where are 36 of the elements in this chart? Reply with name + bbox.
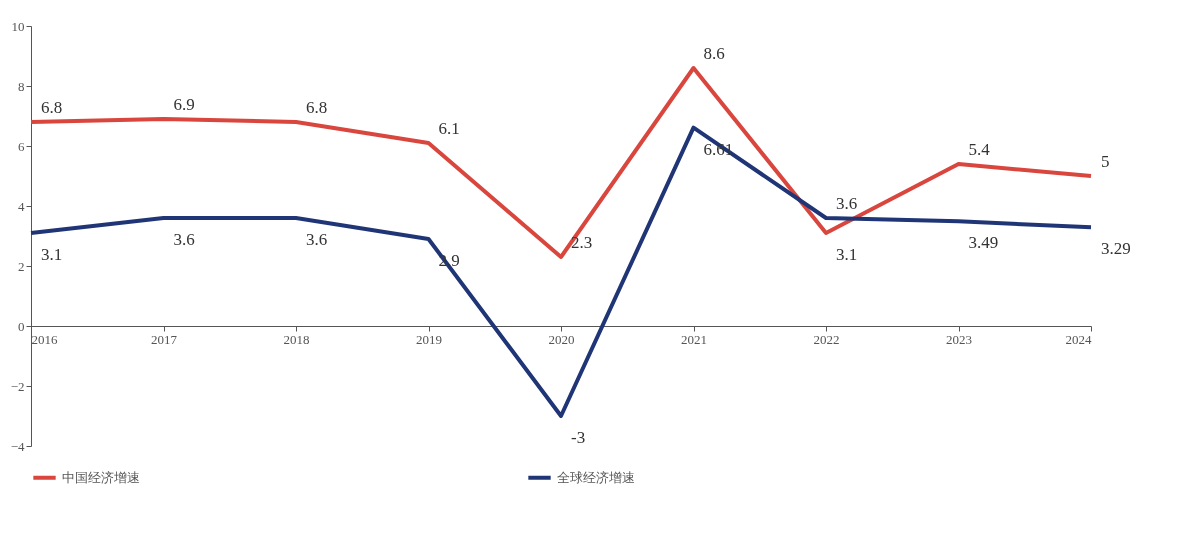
line-series	[29, 125, 1093, 418]
data-label: 3.49	[968, 233, 999, 253]
y-tick-label: 10	[11, 18, 25, 34]
legend-label: 全球经济增速	[557, 469, 635, 485]
x-tick-label: 2023	[946, 331, 972, 347]
y-tick-label: −4	[10, 438, 25, 454]
data-label: 5.4	[968, 140, 991, 159]
data-label: 8.6	[703, 44, 725, 63]
data-label: 3.6	[306, 230, 328, 249]
y-tick-label: 4	[18, 198, 25, 214]
x-tick-label: 2020	[548, 331, 575, 347]
data-label: 2.3	[571, 233, 593, 252]
x-tick-label: 2019	[416, 331, 442, 347]
x-tick-label: 2018	[283, 331, 310, 347]
x-tick-label: 2022	[813, 331, 840, 347]
y-tick-label: −2	[10, 378, 25, 394]
y-tick-label: 2	[18, 258, 25, 274]
data-label: 3.29	[1101, 239, 1131, 259]
data-label: 3.1	[836, 245, 858, 264]
y-tick-label: 0	[18, 318, 25, 334]
data-label: 6.1	[438, 119, 460, 138]
x-tick-label: 2016	[31, 331, 58, 347]
data-label: 6.8	[41, 98, 63, 117]
x-tick-label: 2017	[151, 331, 178, 347]
legend-label: 中国经济增速	[62, 469, 140, 485]
data-label: 5	[1101, 152, 1110, 171]
data-label: 3.6	[173, 230, 195, 249]
y-tick-label: 8	[18, 78, 25, 94]
data-label: -3	[571, 428, 586, 447]
data-label: 3.6	[836, 194, 858, 213]
data-label: 3.1	[41, 245, 63, 264]
data-label: 6.9	[173, 95, 195, 114]
data-label: 6.8	[306, 98, 328, 117]
y-tick-label: 6	[18, 138, 25, 154]
x-tick-label: 2021	[681, 331, 707, 347]
x-tick-label: 2024	[1065, 331, 1092, 347]
